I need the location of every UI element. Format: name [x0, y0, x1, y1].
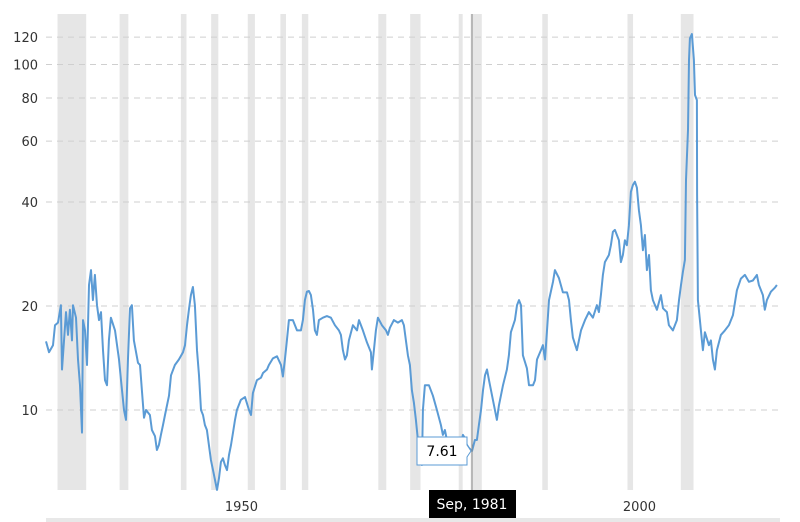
- recession-band: [680, 14, 694, 490]
- y-tick-label: 20: [21, 300, 38, 315]
- gridlines: [46, 36, 780, 411]
- series-line: [45, 33, 778, 491]
- date-badge-label: Sep, 1981: [437, 497, 508, 513]
- y-tick-label: 120: [13, 31, 38, 46]
- recession-band: [119, 14, 129, 490]
- tooltip-box: [416, 436, 472, 466]
- value-tooltip: 7.61: [416, 436, 472, 466]
- x-tick-label: 1950: [225, 500, 258, 515]
- x-tick-label: 2000: [623, 500, 656, 515]
- y-axis: 10 20 40 60 80 100 120: [13, 31, 38, 419]
- y-tick-label: 80: [21, 92, 38, 107]
- recession-band: [280, 14, 286, 490]
- recession-band: [180, 14, 187, 490]
- tooltip-value: 7.61: [426, 444, 457, 460]
- recession-band: [211, 14, 219, 490]
- date-badge: Sep, 1981: [429, 490, 516, 518]
- recession-band: [458, 14, 463, 490]
- recession-band: [542, 14, 548, 490]
- recession-bands: [57, 14, 694, 490]
- navigator-scrollbar[interactable]: [46, 518, 780, 522]
- y-tick-label: 40: [21, 196, 38, 211]
- recession-band: [410, 14, 421, 490]
- y-tick-label: 100: [13, 59, 38, 74]
- date-badge-box: [429, 490, 516, 518]
- x-axis: 1950 2000: [225, 500, 656, 515]
- recession-band: [470, 14, 482, 490]
- recession-band: [627, 14, 634, 490]
- recession-band: [378, 14, 387, 490]
- y-tick-label: 60: [21, 135, 38, 150]
- recession-band: [301, 14, 309, 490]
- y-tick-label: 10: [21, 404, 38, 419]
- recession-band: [247, 14, 255, 490]
